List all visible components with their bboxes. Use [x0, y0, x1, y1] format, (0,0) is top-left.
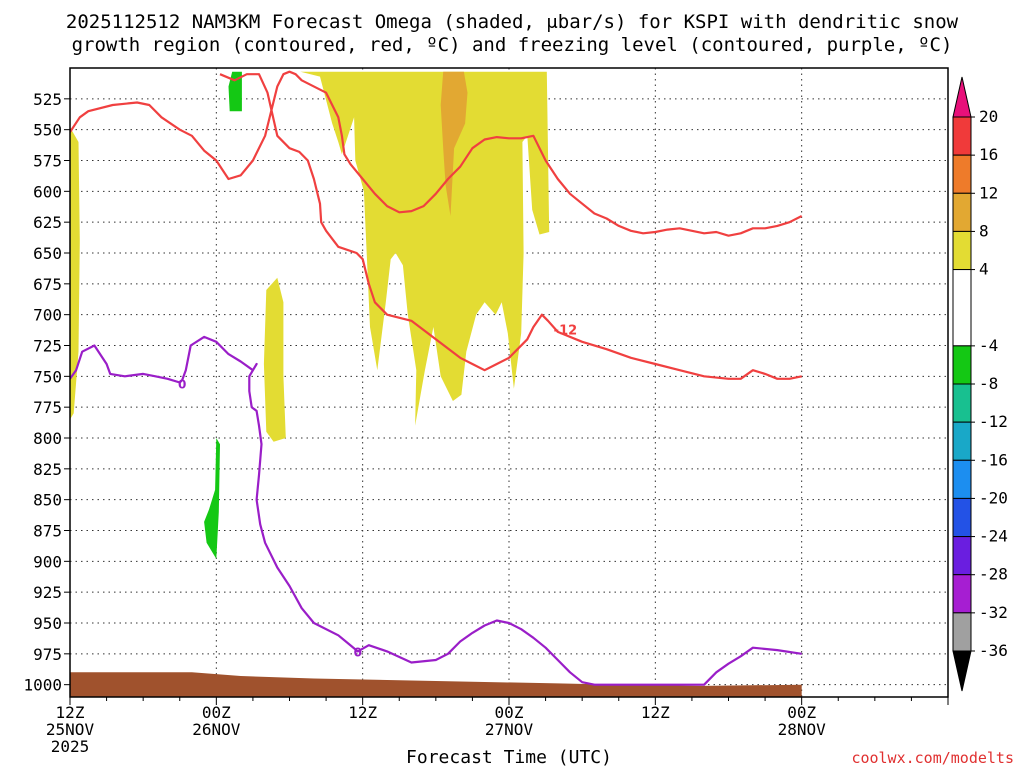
x-tick-label-4-0: 12Z — [641, 703, 670, 722]
credit-text: coolwx.com/modelts — [851, 749, 1014, 767]
x-axis-label: Forecast Time (UTC) — [406, 747, 612, 768]
colorbar-label-8: -16 — [979, 450, 1008, 469]
y-tick-label-825: 825 — [33, 460, 62, 479]
colorbar-label-10: -24 — [979, 527, 1008, 546]
x-tick-label-3-1: 27NOV — [485, 720, 534, 739]
x-tick-label-1-0: 00Z — [202, 703, 231, 722]
shade-sink-upper — [228, 71, 242, 112]
colorbar-label-1: 16 — [979, 145, 998, 164]
colorbar-top-arrow — [952, 76, 972, 118]
colorbar-label-0: 20 — [979, 107, 998, 126]
colorbar-bin-7 — [952, 421, 972, 461]
colorbar-label-5: -4 — [979, 336, 998, 355]
y-tick-label-950: 950 — [33, 614, 62, 633]
y-tick-label-800: 800 — [33, 429, 62, 448]
y-tick-label-775: 775 — [33, 398, 62, 417]
y-tick-label-550: 550 — [33, 121, 62, 140]
freezing-label-1: 0 — [354, 645, 362, 659]
colorbar-label-12: -32 — [979, 603, 1008, 622]
colorbar-bin-11 — [952, 574, 972, 614]
colorbar-bin-12 — [952, 612, 972, 652]
colorbar-label-2: 12 — [979, 183, 998, 202]
y-tick-label-575: 575 — [33, 152, 62, 171]
x-tick-label-0-0: 12Z — [56, 703, 85, 722]
y-tick-label-975: 975 — [33, 645, 62, 664]
y-tick-label-600: 600 — [33, 182, 62, 201]
x-tick-label-2-0: 12Z — [348, 703, 377, 722]
y-tick-label-625: 625 — [33, 213, 62, 232]
y-tick-label-900: 900 — [33, 552, 62, 571]
colorbar-bin-3 — [952, 230, 972, 271]
shade-surface-ground — [70, 672, 802, 697]
contour-label-minus12: -12 — [554, 323, 578, 338]
colorbar-label-4: 4 — [979, 260, 989, 279]
contour-freezing-level-zero — [70, 335, 802, 686]
colorbar: 20 16 12 8 4 -4 -8 -12 -16 -20 -24 -28 -32 -36 — [952, 76, 1008, 692]
y-tick-label-1000: 1000 — [23, 676, 62, 695]
y-tick-label-650: 650 — [33, 244, 62, 263]
chart-title-line-1: 2025112512 NAM3KM Forecast Omega (shaded… — [66, 11, 959, 33]
shade-lift-left-edge — [70, 127, 80, 420]
omega-shading — [70, 71, 802, 697]
contour-lines: -12 0 0 — [70, 70, 803, 686]
colorbar-bin-4 — [952, 269, 972, 347]
shade-lift-main-core — [300, 71, 550, 426]
y-tick-label-850: 850 — [33, 491, 62, 510]
y-tick-label-750: 750 — [33, 367, 62, 386]
colorbar-bin-8 — [952, 459, 972, 499]
x-tick-label-1-1: 26NOV — [192, 720, 241, 739]
y-tick-label-725: 725 — [33, 337, 62, 356]
y-tick-label-925: 925 — [33, 583, 62, 602]
contour-dgz-lower-bound-minus12 — [219, 73, 802, 380]
x-tick-label-0-1: 25NOV — [46, 720, 95, 739]
y-tick-label-700: 700 — [33, 306, 62, 325]
colorbar-label-6: -8 — [979, 374, 998, 393]
colorbar-label-13: -36 — [979, 641, 1008, 660]
colorbar-bin-1 — [952, 154, 972, 194]
colorbar-label-7: -12 — [979, 412, 1008, 431]
x-tick-label-3-0: 00Z — [495, 703, 524, 722]
chart-title-line-2: growth region (contoured, red, ºC) and f… — [72, 34, 953, 56]
colorbar-label-9: -20 — [979, 488, 1008, 507]
colorbar-bin-0 — [952, 116, 972, 156]
colorbar-bin-2 — [952, 192, 972, 232]
freezing-label-0: 0 — [178, 378, 186, 392]
colorbar-label-11: -28 — [979, 565, 1008, 584]
colorbar-bin-10 — [952, 536, 972, 576]
x-tick-label-5-1: 28NOV — [778, 720, 827, 739]
pressure-axis: 525 550 575 600 625 650 675 700 725 750 775 800 825 8… — [23, 90, 70, 695]
shade-lift-side-column — [263, 277, 286, 442]
colorbar-bin-5 — [952, 345, 972, 385]
colorbar-bottom-arrow — [952, 650, 972, 692]
y-tick-label-525: 525 — [33, 90, 62, 109]
shade-sink-lower — [204, 438, 220, 559]
y-tick-label-875: 875 — [33, 522, 62, 541]
x-tick-label-5-0: 00Z — [787, 703, 816, 722]
colorbar-bin-6 — [952, 383, 972, 423]
x-tick-label-0-2: 2025 — [51, 737, 90, 756]
colorbar-bin-9 — [952, 497, 972, 538]
colorbar-label-3: 8 — [979, 221, 989, 240]
contour-dgz-upper-bound-minus12 — [70, 70, 803, 237]
y-tick-label-675: 675 — [33, 275, 62, 294]
